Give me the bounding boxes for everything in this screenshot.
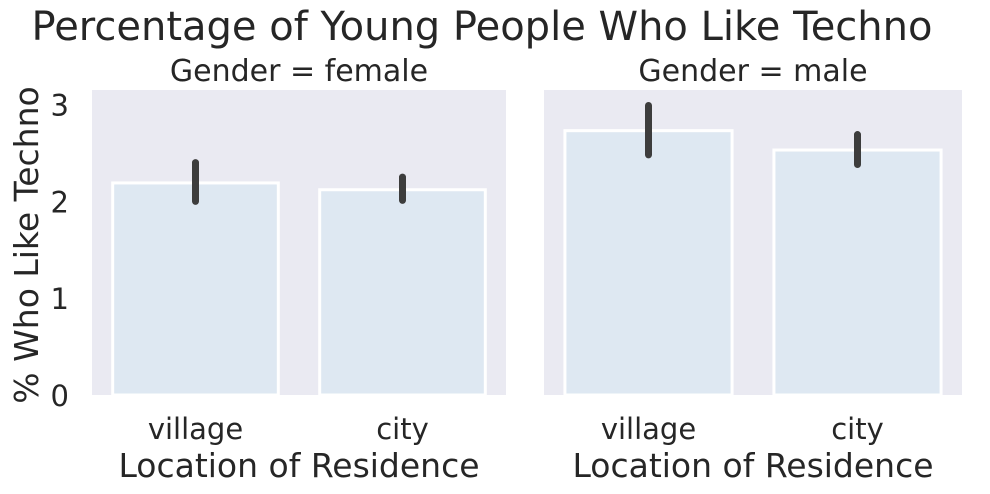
x-tick-label: city [376,412,429,446]
bar [563,129,734,397]
x-axis-label: Location of Residence [118,446,479,485]
x-tick-label: village [148,412,243,446]
y-tick-label: 2 [51,185,69,219]
x-axis-label: Location of Residence [572,446,933,485]
facet-title: Gender = male [638,54,867,89]
x-tick-label: village [601,412,696,446]
facet-title: Gender = female [170,54,428,89]
y-tick-label: 3 [51,89,69,123]
y-axis-ticks: 0 1 2 3 [51,89,69,413]
chart-title: Percentage of Young People Who Like Tech… [32,4,933,50]
bar [772,148,943,397]
bar [318,188,487,397]
x-tick-label: city [831,412,884,446]
y-tick-label: 1 [51,282,69,316]
y-tick-label: 0 [51,379,69,413]
bar [111,181,280,397]
y-axis-label: % Who Like Techno [7,86,46,403]
